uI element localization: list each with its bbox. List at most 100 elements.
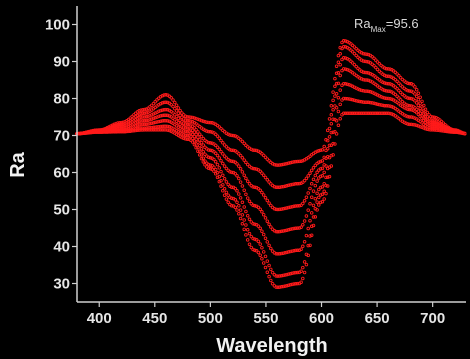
data-point [317, 203, 321, 207]
data-point [329, 121, 334, 126]
data-point [366, 111, 371, 116]
data-point [404, 106, 408, 111]
data-point [420, 125, 424, 130]
data-point [286, 250, 291, 254]
data-point [247, 231, 252, 236]
data-point [192, 142, 197, 147]
data-point [144, 126, 149, 130]
data-point [301, 244, 305, 249]
data-point [158, 128, 163, 132]
data-point [293, 226, 298, 230]
data-point [430, 115, 435, 119]
data-point [406, 103, 410, 108]
data-point [308, 243, 312, 248]
y-tick-label: 70 [53, 128, 70, 145]
data-point [205, 120, 209, 124]
y-tick-label: 90 [53, 54, 70, 71]
data-point [366, 89, 371, 94]
data-point [199, 153, 204, 157]
data-point [285, 250, 289, 255]
data-point [251, 236, 255, 241]
series-points-2 [75, 44, 467, 190]
data-point [318, 174, 323, 179]
data-point [176, 111, 181, 115]
data-point [164, 118, 168, 123]
data-point [217, 179, 222, 184]
data-point [311, 177, 316, 182]
data-point [155, 98, 159, 102]
data-point [285, 283, 289, 288]
data-point [162, 107, 166, 112]
data-point [213, 132, 218, 137]
data-point [395, 72, 399, 76]
data-point [183, 118, 188, 122]
data-point [224, 190, 229, 195]
data-point [242, 158, 246, 162]
data-point [290, 160, 294, 165]
data-point [196, 130, 200, 134]
data-point [173, 112, 177, 117]
data-point [240, 170, 245, 174]
data-point [189, 115, 193, 119]
data-point [350, 98, 355, 102]
data-point [217, 147, 222, 152]
data-point [210, 167, 214, 172]
data-point [432, 122, 437, 127]
data-point [384, 96, 389, 101]
data-point [251, 166, 255, 171]
data-point [406, 107, 410, 111]
data-point [313, 183, 318, 188]
data-point [189, 138, 193, 142]
data-point [382, 111, 387, 116]
data-point [286, 227, 291, 232]
data-point [155, 115, 159, 119]
data-point [336, 60, 341, 64]
data-point [267, 222, 271, 227]
data-point [228, 159, 232, 163]
data-point [406, 96, 410, 100]
data-point [386, 74, 390, 79]
data-point [333, 94, 337, 98]
data-point [393, 77, 398, 82]
data-point [226, 193, 230, 197]
data-point [263, 195, 268, 200]
data-point [189, 119, 193, 123]
data-point [414, 107, 419, 112]
data-point [338, 62, 342, 67]
data-point [329, 130, 334, 135]
data-point [279, 251, 284, 256]
data-point [277, 185, 282, 189]
data-point [288, 183, 293, 187]
data-point [350, 50, 355, 54]
data-point [224, 180, 229, 184]
data-point [341, 111, 346, 116]
data-point [315, 200, 319, 204]
data-point [247, 217, 252, 222]
data-point [235, 200, 239, 205]
data-point [411, 90, 415, 94]
data-point [343, 111, 348, 116]
data-point [242, 227, 246, 232]
data-point [331, 108, 335, 112]
data-point [420, 99, 424, 104]
data-point [94, 130, 99, 134]
data-point [187, 122, 191, 127]
data-point [347, 111, 351, 116]
data-point [361, 70, 366, 74]
data-point [196, 117, 200, 122]
data-point [293, 204, 298, 208]
data-point [368, 90, 373, 94]
data-point [274, 274, 278, 278]
data-point [329, 104, 334, 108]
data-point [237, 204, 241, 208]
data-point [409, 115, 414, 119]
data-point [258, 188, 262, 193]
data-point [151, 116, 156, 121]
data-point [393, 92, 398, 97]
data-point [84, 131, 88, 135]
data-point [201, 136, 206, 141]
data-point [190, 128, 195, 132]
data-point [320, 159, 325, 163]
data-point [265, 240, 270, 244]
data-point [128, 126, 133, 130]
